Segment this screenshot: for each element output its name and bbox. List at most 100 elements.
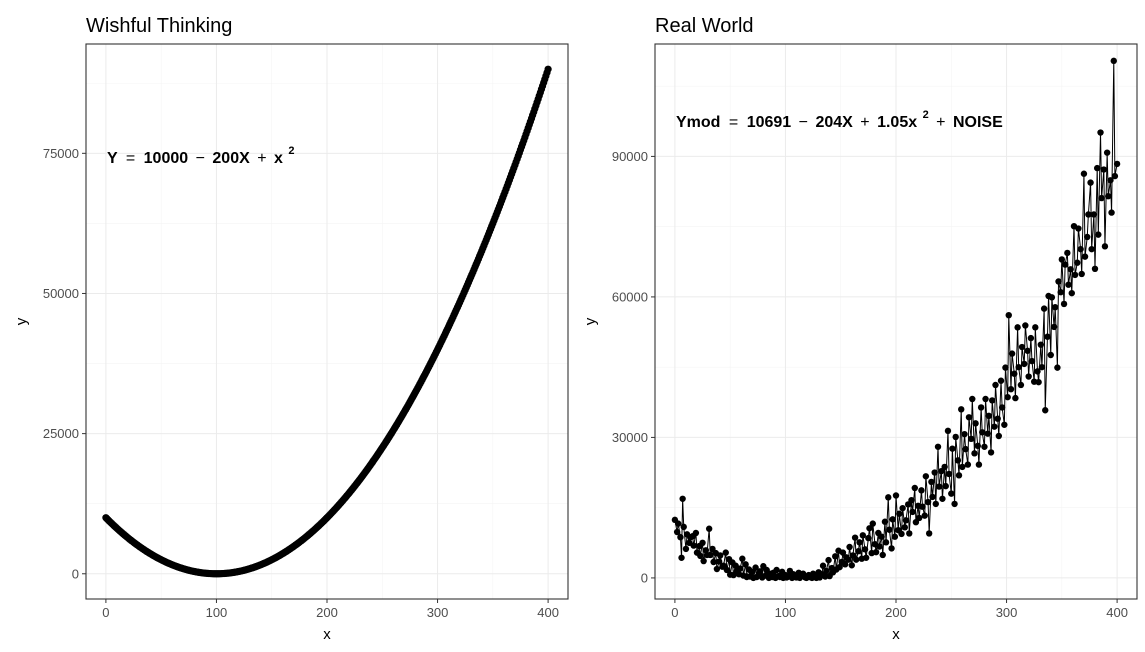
axis-ticks: 0 100 200 300 400 0 30000 60000 90000	[612, 149, 1128, 620]
data-point	[1061, 261, 1069, 268]
axis-ticks: 0 100 200 300 400 0 25000 50000 75000	[43, 146, 559, 620]
data-point	[1015, 363, 1022, 371]
data-point	[1051, 304, 1059, 311]
data-point	[675, 520, 682, 527]
data-point	[839, 549, 847, 556]
data-point	[954, 457, 962, 464]
data-point	[889, 516, 896, 523]
data-point	[995, 432, 1003, 440]
data-point	[677, 533, 684, 541]
data-point	[836, 563, 843, 571]
formula-lhs: Y	[107, 150, 118, 167]
data-point	[939, 495, 946, 502]
data-point	[1090, 211, 1098, 218]
data-point	[922, 473, 930, 480]
data-point	[1048, 294, 1056, 301]
data-point	[965, 414, 973, 421]
data-point	[682, 545, 690, 553]
data-point	[1038, 363, 1046, 371]
data-point	[717, 552, 724, 559]
data-point	[934, 443, 942, 450]
x-tick-label: 400	[537, 605, 559, 620]
data-point	[977, 404, 985, 411]
data-point	[994, 415, 1001, 422]
data-point	[1075, 225, 1082, 232]
x-tick-label: 100	[206, 605, 228, 620]
data-point	[1077, 245, 1084, 253]
x-tick-label: 400	[1106, 605, 1128, 620]
x-tick-label: 200	[316, 605, 338, 620]
data-point	[916, 514, 923, 522]
data-point	[865, 534, 872, 542]
data-point	[1107, 177, 1114, 184]
data-point	[878, 533, 885, 540]
y-tick-label: 50000	[43, 286, 79, 301]
data-point	[955, 472, 963, 479]
data-point	[1071, 271, 1079, 279]
data-point	[1025, 373, 1032, 380]
y-tick-label: 0	[72, 566, 79, 581]
data-point	[1011, 370, 1018, 377]
data-point	[742, 561, 749, 568]
formula-term-2: 204X	[815, 114, 853, 131]
data-point	[673, 528, 681, 536]
data-point	[1084, 233, 1091, 241]
formula-plus: +	[257, 150, 266, 167]
data-point	[1021, 360, 1028, 368]
data-point	[1088, 245, 1095, 253]
formula-plus: +	[860, 114, 869, 131]
data-point	[964, 461, 972, 468]
data-point	[921, 512, 928, 519]
data-point	[981, 443, 988, 450]
data-point	[911, 484, 918, 492]
formula-exponent: 2	[923, 109, 929, 121]
data-point	[869, 520, 876, 527]
data-point	[841, 561, 849, 568]
data-point	[823, 567, 830, 575]
data-point	[872, 548, 880, 556]
data-point	[862, 554, 870, 561]
data-point	[1007, 385, 1015, 393]
formula-annotation: Ymod = 10691 − 204X + 1.05x 2 + NOISE	[676, 105, 1003, 131]
data-point	[853, 556, 860, 563]
data-point	[1008, 350, 1016, 357]
data-point	[752, 564, 759, 571]
data-point	[756, 568, 764, 575]
data-point	[931, 469, 938, 476]
formula-minus: −	[196, 150, 205, 167]
data-point	[1047, 351, 1054, 359]
data-point	[949, 445, 956, 452]
x-axis-label: x	[892, 626, 900, 643]
data-point	[909, 508, 916, 516]
data-point	[967, 435, 975, 443]
data-point	[773, 566, 780, 574]
data-point	[700, 557, 707, 565]
data-point	[861, 546, 869, 553]
data-point	[1054, 364, 1061, 371]
panel-wishful-thinking: Wishful Thinking 0 100 200 300 400 0 25000 5000…	[13, 15, 569, 643]
data-point	[1027, 334, 1035, 342]
data-point	[1024, 347, 1031, 354]
data-point	[982, 395, 989, 403]
data-point	[1022, 322, 1029, 329]
data-point	[1058, 256, 1066, 263]
data-point	[1032, 324, 1039, 331]
data-point	[992, 381, 999, 389]
data-point	[899, 504, 906, 512]
data-point	[948, 490, 955, 497]
data-point	[1040, 305, 1048, 312]
data-point	[929, 493, 936, 501]
data-point	[699, 539, 706, 546]
data-point	[959, 463, 966, 471]
data-point	[972, 420, 979, 427]
data-point	[679, 495, 686, 502]
formula-plus-2: +	[936, 114, 945, 131]
data-point	[944, 427, 952, 435]
data-point	[969, 395, 976, 403]
formula-term-3: x	[274, 150, 283, 167]
data-point	[1018, 343, 1026, 351]
data-point	[1110, 57, 1117, 65]
formula-term-1: 10000	[144, 150, 189, 167]
data-point	[1100, 166, 1108, 173]
data-point	[1060, 300, 1068, 308]
